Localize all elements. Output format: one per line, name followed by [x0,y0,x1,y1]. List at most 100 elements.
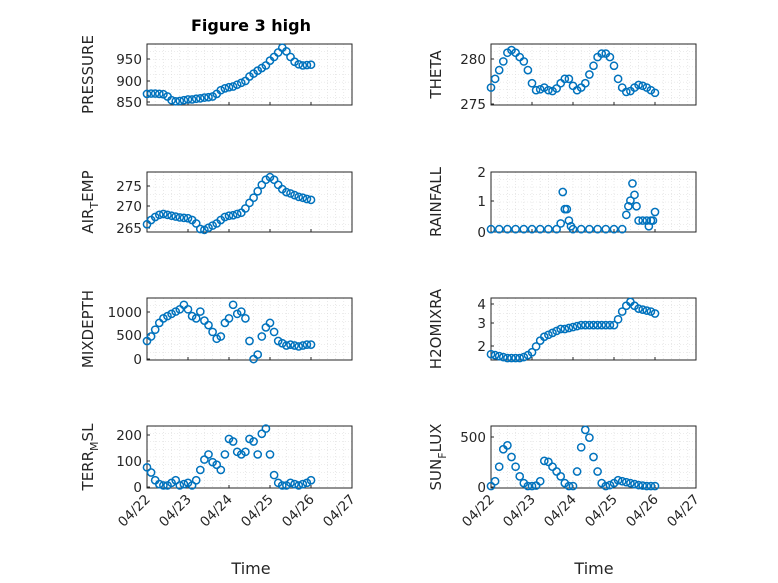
data-point [638,305,648,314]
data-point [556,324,566,334]
data-point [167,95,176,105]
data-point [511,462,520,472]
data-point [519,352,529,362]
data-point [648,216,658,225]
y-tick-label: 270 [116,199,142,215]
subplot-grid: 850 900 950 PRESSURE 275 280 THETA 265 270 275 AIR… [79,35,703,530]
data-point [282,47,291,56]
data-point [142,462,152,472]
data-point [498,352,508,362]
data-point [552,84,561,93]
data-point [585,70,594,79]
data-point [228,300,238,310]
data-point [638,481,648,490]
data-point [564,216,574,225]
subplot-air-temp: 265 270 275 AIRTEMP [79,170,353,237]
data-point [609,320,619,330]
x-tick-label: 04/23 [500,492,539,531]
axes-frame [490,297,697,361]
data-point [306,195,316,205]
data-point [490,476,500,486]
y-tick-label: 4 [477,297,486,313]
axes-frame [146,171,353,233]
data-point [630,190,639,200]
data-point [644,221,654,231]
y-axis-label: TERRMSL [79,423,101,492]
data-point [249,193,258,203]
data-point [527,481,537,491]
data-point [216,465,226,475]
data-point [494,462,504,472]
y-tick-label: 500 [460,430,486,446]
subplot-pressure: 850 900 950 PRESSURE [79,35,353,114]
x-axis-label-right: Time [573,559,613,578]
data-point [306,60,316,70]
data-point [544,330,553,340]
data-point [208,327,217,337]
data-point [605,320,615,330]
data-point [282,341,291,350]
data-point [154,89,164,99]
data-point [576,320,586,330]
data-point [175,213,185,222]
data-point [298,61,308,70]
data-point [507,452,516,462]
y-tick-label: 275 [460,97,486,113]
data-point [286,189,295,198]
data-point [626,196,635,205]
data-point [216,332,226,341]
data-point [560,324,570,334]
data-point [200,455,209,464]
y-tick-label: 280 [460,52,486,68]
data-point [154,479,164,489]
data-point [585,224,594,234]
data-point [503,441,512,450]
data-point [191,314,201,323]
y-tick-label: 1000 [108,305,142,321]
data-point [597,49,607,58]
data-point [204,223,213,233]
data-point [146,89,156,98]
data-point [269,470,279,480]
data-point [159,481,168,490]
data-point [544,85,553,95]
data-point [179,479,189,489]
data-point [224,211,234,221]
x-tick-label: 04/27 [320,492,359,531]
y-axis-label: PRESSURE [79,35,97,114]
y-tick-label: 0 [133,480,142,496]
data-point [634,216,643,225]
data-point [572,321,582,331]
data-point [187,95,197,104]
y-axis-label: SUNFLUX [427,424,449,491]
data-point [589,320,598,330]
data-point [621,210,631,220]
data-point [613,314,623,324]
data-point [257,429,267,439]
y-tick-label: 900 [116,74,142,90]
data-point [167,211,176,221]
data-point [236,307,246,316]
y-axis-label: AIRTEMP [79,170,101,233]
data-point [646,307,656,316]
data-point [191,475,201,485]
data-point [191,219,201,228]
data-point [527,78,537,88]
data-point [494,351,504,361]
data-point [298,193,308,203]
y-tick-label: 500 [116,328,142,344]
data-point [195,465,205,475]
data-point [539,332,549,342]
data-point [294,342,304,351]
data-point [498,57,508,66]
data-point [580,78,590,88]
data-point [253,350,263,359]
data-point [150,325,160,335]
data-point [617,224,627,234]
data-point [609,224,619,234]
data-point [531,342,541,351]
data-point [621,87,631,97]
data-point [171,475,181,485]
data-point [593,467,602,476]
data-point [286,340,295,349]
